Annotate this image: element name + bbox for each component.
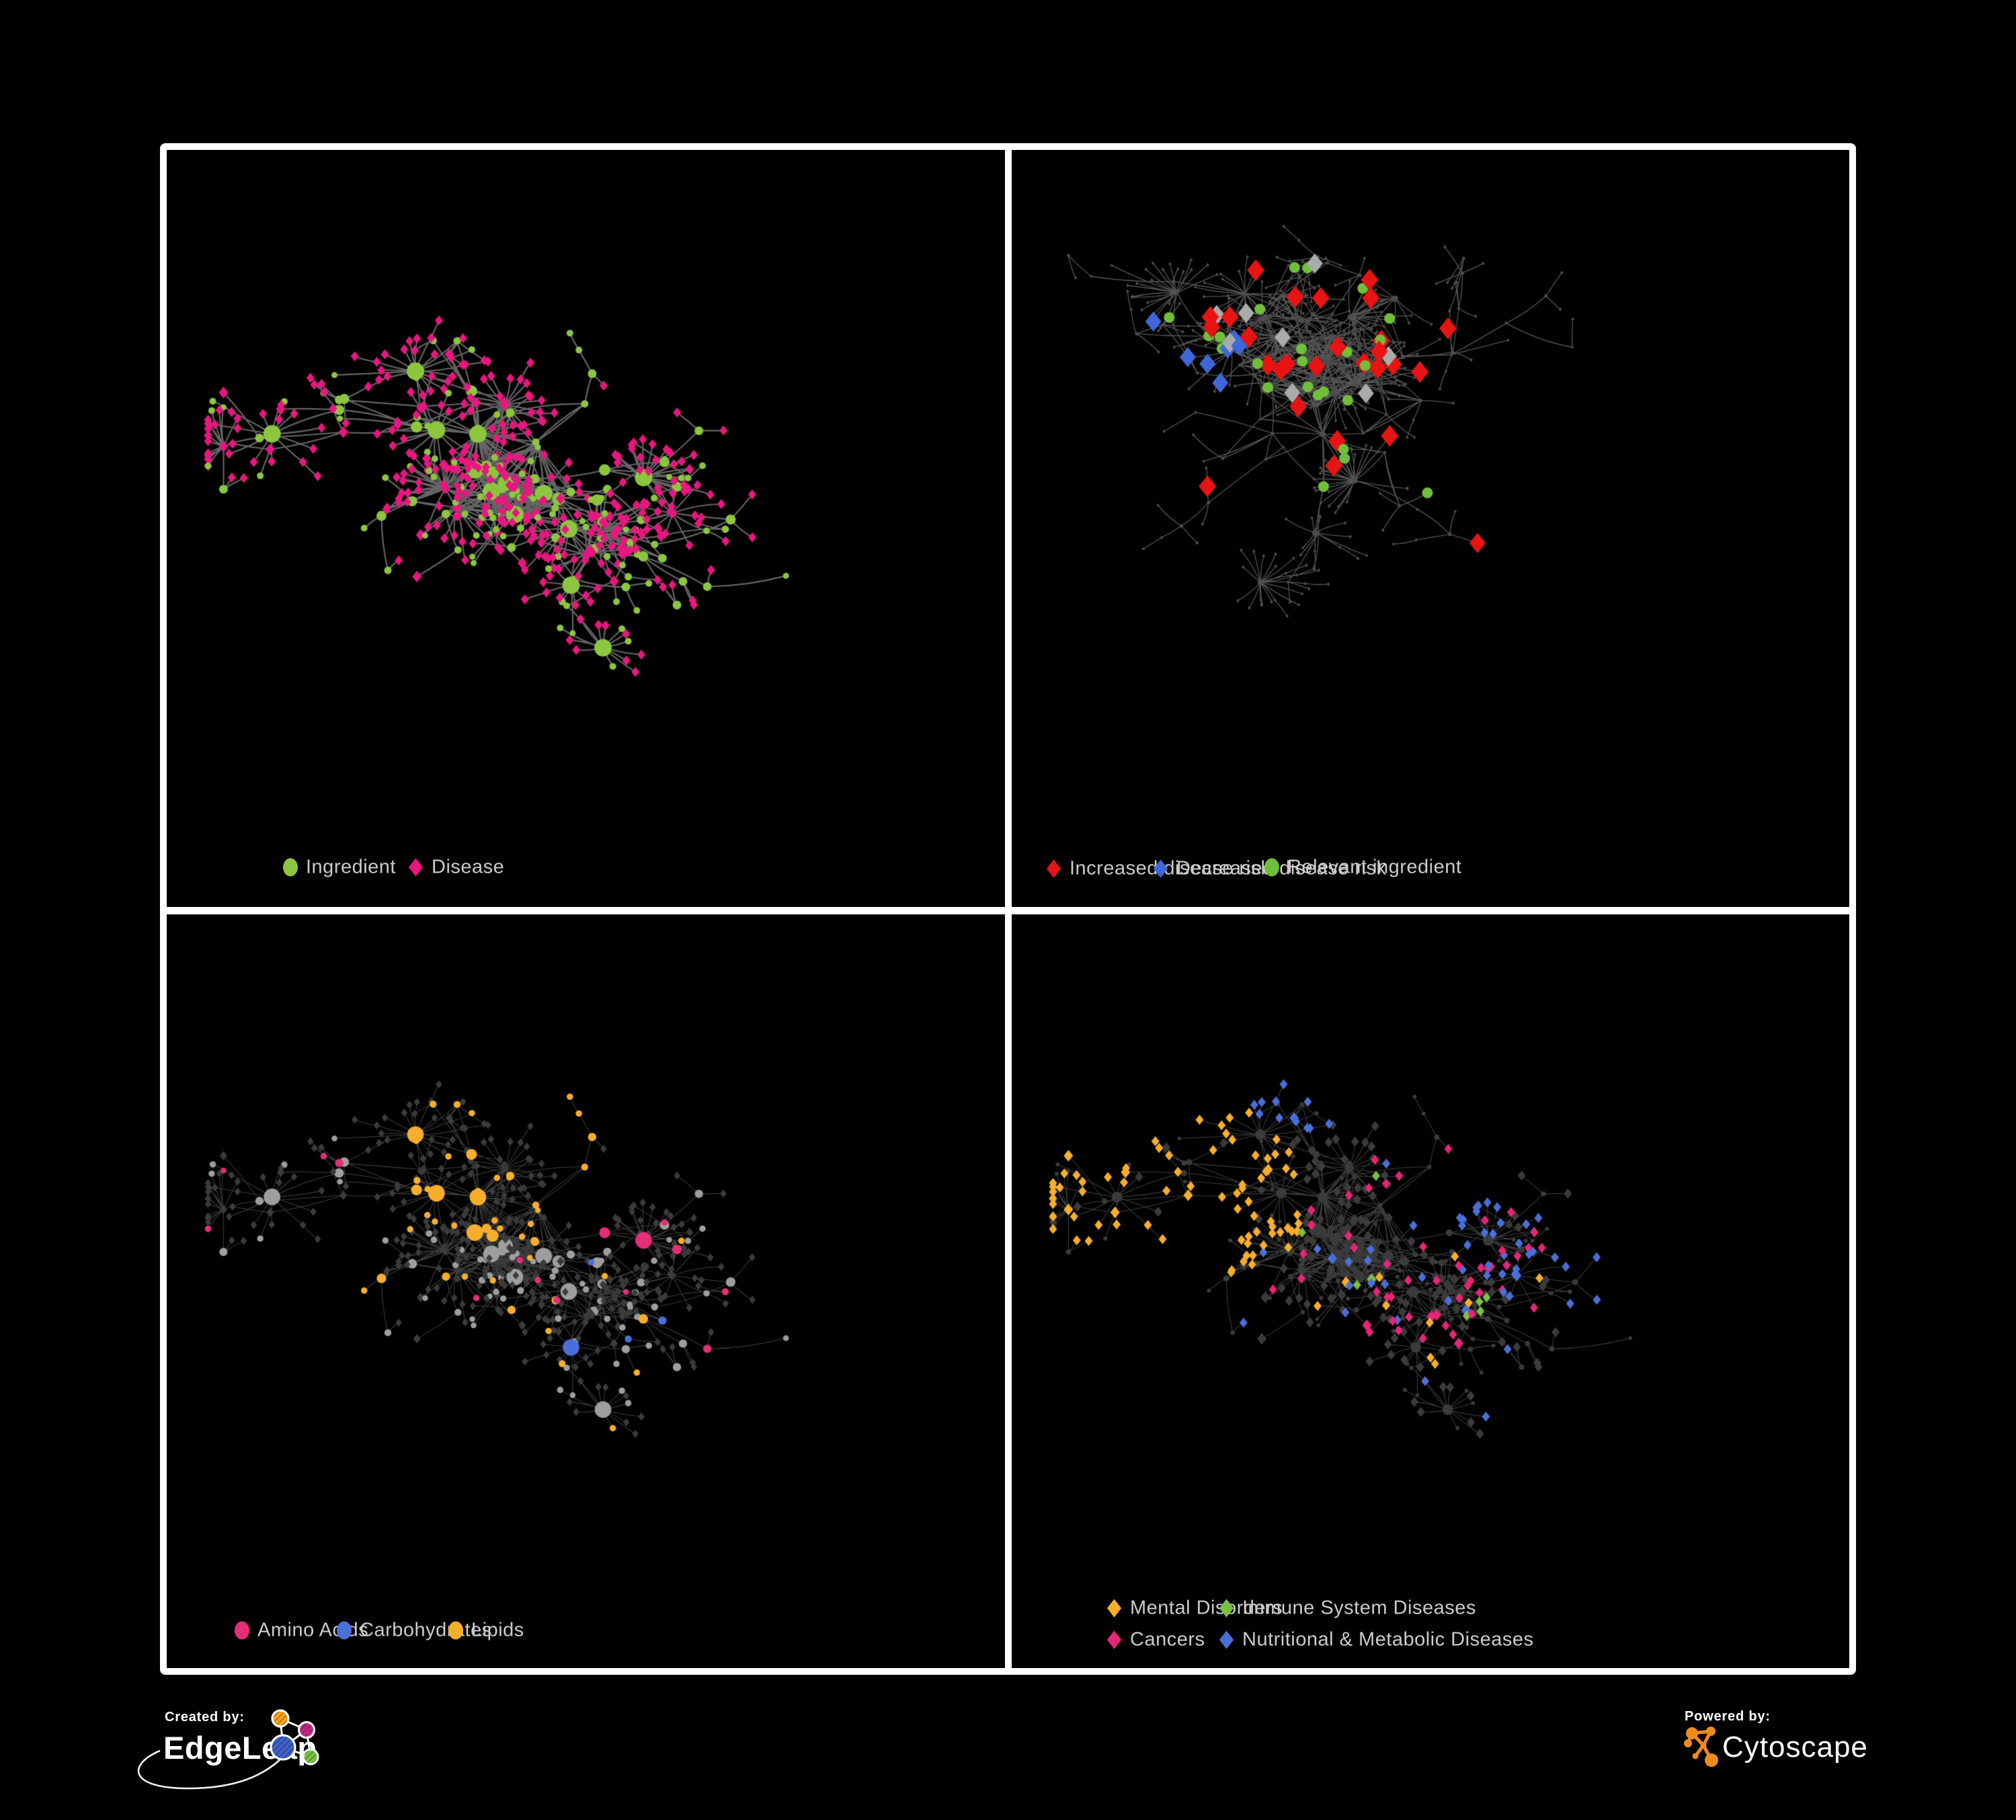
mental-disorders-swatch — [1106, 1599, 1122, 1618]
increased-risk-swatch — [1046, 859, 1061, 878]
edgeleap-logo-icon — [137, 1709, 319, 1790]
legend-label: Disease — [432, 856, 505, 878]
network-grid: Ingredient Disease Increased disease ris… — [160, 143, 1856, 1675]
disease-classes-network-canvas — [1012, 914, 1849, 1668]
amino-acids-swatch — [235, 1621, 249, 1640]
panel-disease-risk: Increased disease risk Decreased disease… — [1012, 150, 1849, 907]
immune-diseases-swatch — [1219, 1599, 1234, 1618]
ingredient-swatch — [283, 858, 298, 877]
legend-label: Carbohydrates — [360, 1619, 492, 1641]
disease-swatch — [408, 858, 424, 877]
legend-item-lipids: Lipids — [448, 1620, 524, 1642]
legend-label: Cancers — [1130, 1628, 1205, 1651]
disease-risk-network-canvas — [1012, 150, 1849, 907]
legend-item-decreased-risk: Decreased disease risk — [1153, 858, 1386, 880]
nutrient-classes-network-canvas — [167, 914, 1005, 1668]
powered-by-label: Powered by: — [1685, 1709, 1771, 1724]
ingredient-disease-network-canvas — [167, 150, 1005, 907]
panel-nutrient-classes: Amino Acids Carbohydrates Lipids — [167, 914, 1005, 1668]
legend-label: Immune System Diseases — [1242, 1597, 1476, 1619]
created-by-label: Created by: — [165, 1710, 245, 1725]
legend-item-ingredient: Ingredient — [283, 857, 396, 879]
relevant-ingredient-swatch — [1264, 858, 1279, 877]
carbohydrates-swatch — [337, 1621, 352, 1640]
cytoscape-logo-icon — [1684, 1727, 1718, 1767]
legend-label: Ingredient — [306, 856, 396, 878]
legend-item-cancers: Cancers — [1106, 1629, 1205, 1651]
panel-ingredient-disease: Ingredient Disease — [167, 150, 1005, 907]
legend-label: Relevant ingredient — [1287, 856, 1462, 878]
panel-disease-classes: Mental Disorders Immune System Diseases … — [1012, 914, 1849, 1668]
legend-label: Increased disease risk — [1070, 857, 1271, 879]
legend-item-mental-disorders: Mental Disorders — [1106, 1597, 1283, 1620]
legend-item-immune-diseases: Immune System Diseases — [1219, 1597, 1476, 1620]
legend-label: Mental Disorders — [1130, 1597, 1283, 1619]
lipids-swatch — [448, 1621, 463, 1640]
legend-item-increased-risk: Increased disease risk — [1046, 858, 1271, 880]
legend-item-relevant-ingredient: Relevant ingredient — [1264, 857, 1461, 879]
legend-item-nutritional-metabolic: Nutritional & Metabolic Diseases — [1219, 1629, 1533, 1651]
legend-item-disease: Disease — [408, 857, 504, 879]
legend-label: Lipids — [471, 1619, 524, 1641]
cytoscape-brand-text: Cytoscape — [1722, 1731, 1868, 1764]
legend-label: Nutritional & Metabolic Diseases — [1242, 1628, 1534, 1651]
cancers-swatch — [1106, 1630, 1122, 1649]
legend-label: Decreased disease risk — [1176, 857, 1387, 879]
decreased-risk-swatch — [1153, 859, 1168, 878]
nutritional-metabolic-swatch — [1219, 1630, 1234, 1649]
legend-item-carbohydrates: Carbohydrates — [337, 1620, 492, 1642]
